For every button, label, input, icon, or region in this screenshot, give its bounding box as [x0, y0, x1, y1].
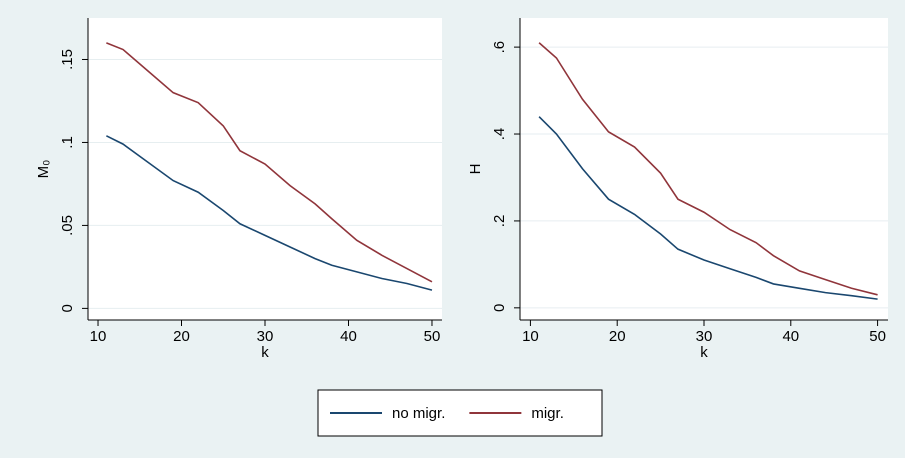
series-line — [538, 42, 878, 296]
plot-area — [88, 18, 442, 320]
legend-label: migr. — [531, 405, 564, 422]
x-tick-label: 20 — [609, 328, 626, 345]
y-axis-title: M₀ — [35, 160, 52, 179]
y-tick-label: .6 — [491, 41, 508, 54]
x-tick-label: 50 — [424, 328, 441, 345]
y-axis-title: H — [467, 164, 484, 175]
y-tick-label: .4 — [491, 128, 508, 141]
x-axis-title: k — [261, 344, 269, 361]
y-tick-label: 0 — [59, 304, 76, 312]
x-tick-label: 40 — [340, 328, 357, 345]
x-tick-label: 50 — [869, 328, 886, 345]
x-axis-title: k — [700, 344, 708, 361]
x-tick-label: 30 — [257, 328, 274, 345]
x-tick-label: 40 — [782, 328, 799, 345]
plot-area — [520, 18, 888, 320]
y-tick-label: .15 — [59, 49, 76, 70]
y-tick-label: .1 — [59, 136, 76, 149]
y-tick-label: .05 — [59, 215, 76, 236]
series-line — [106, 135, 433, 291]
x-tick-label: 30 — [696, 328, 713, 345]
x-tick-label: 10 — [522, 328, 539, 345]
x-tick-label: 10 — [90, 328, 107, 345]
legend-label: no migr. — [392, 405, 445, 422]
x-tick-label: 20 — [173, 328, 190, 345]
y-tick-label: .2 — [491, 215, 508, 228]
series-line — [106, 42, 433, 283]
y-tick-label: 0 — [491, 304, 508, 312]
series-line — [538, 116, 878, 300]
